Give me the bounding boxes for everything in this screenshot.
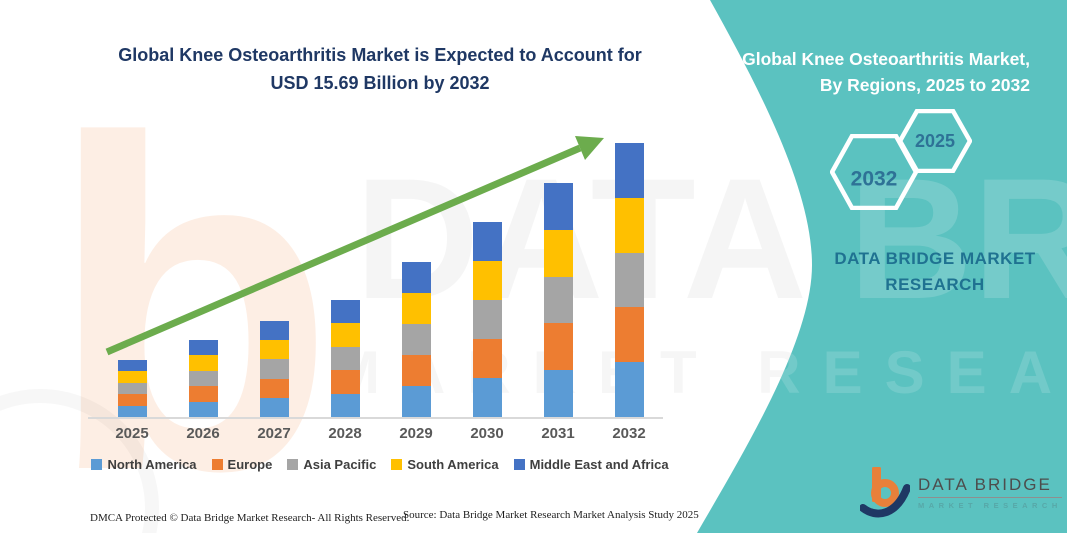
legend-item: Middle East and Africa bbox=[513, 457, 669, 472]
bar-segment bbox=[117, 382, 147, 394]
bar-segment bbox=[543, 183, 573, 230]
brand-name-line2: RESEARCH bbox=[885, 275, 985, 295]
stacked-bar-2026 bbox=[188, 340, 218, 417]
chart-legend: North America Europe Asia Pacific South Ame… bbox=[80, 457, 680, 472]
bar-segment bbox=[117, 405, 147, 417]
legend-label: Asia Pacific bbox=[303, 457, 377, 472]
bar-segment bbox=[330, 393, 360, 417]
hexagon-2032-outline bbox=[830, 134, 918, 210]
bar-segment bbox=[259, 397, 289, 417]
bar-segment bbox=[330, 323, 360, 347]
chart-title-line1: Global Knee Osteoarthritis Market is Exp… bbox=[118, 45, 642, 65]
data-bridge-logo-icon bbox=[860, 467, 910, 518]
bar-segment bbox=[401, 385, 431, 417]
bar-segment bbox=[401, 292, 431, 324]
bar-segment bbox=[188, 401, 218, 417]
legend-swatch bbox=[91, 459, 103, 470]
hexagon-2025-label: 2025 bbox=[915, 131, 955, 151]
bar-segment bbox=[543, 323, 573, 371]
data-bridge-logo: DATA BRIDGE MARKET RESEARCH bbox=[860, 464, 1062, 520]
brand-name-line1: DATA BRIDGE MARKET bbox=[834, 249, 1036, 268]
legend-swatch bbox=[391, 459, 403, 470]
legend-item: South America bbox=[391, 457, 499, 472]
x-axis-label: 2030 bbox=[470, 425, 504, 442]
chart-title-line2: USD 15.69 Billion by 2032 bbox=[270, 72, 490, 93]
stacked-bar-2030 bbox=[472, 221, 502, 417]
stacked-bar-2029 bbox=[401, 261, 431, 417]
bar-segment bbox=[188, 386, 218, 402]
bar-segment bbox=[330, 370, 360, 394]
x-axis-label: 2025 bbox=[115, 425, 149, 442]
side-panel-heading: Global Knee Osteoarthritis Market, By Re… bbox=[735, 46, 1030, 99]
hexagon-2025: 2025 bbox=[898, 109, 972, 173]
legend-item: Europe bbox=[211, 457, 273, 472]
bar-segment bbox=[472, 338, 502, 378]
teal-side-panel bbox=[697, 0, 1067, 533]
bar-segment bbox=[117, 394, 147, 406]
stacked-bar-2032 bbox=[614, 143, 644, 417]
source-note: Source: Data Bridge Market Research Mark… bbox=[403, 509, 699, 521]
x-axis-label: 2028 bbox=[328, 425, 362, 442]
legend-label: Europe bbox=[227, 457, 273, 472]
stacked-bar-2027 bbox=[259, 321, 289, 417]
plot-area bbox=[88, 125, 663, 419]
x-axis-labels: 2025 2026 2027 2028 2029 2030 2031 2032 bbox=[88, 425, 663, 447]
bar-segment bbox=[614, 362, 644, 417]
bar-segment bbox=[543, 370, 573, 417]
logo-subtitle: MARKET RESEARCH bbox=[918, 500, 1062, 510]
side-heading-line1: Global Knee Osteoarthritis Market, bbox=[742, 49, 1030, 69]
bar-segment bbox=[401, 261, 431, 293]
stacked-bar-2028 bbox=[330, 300, 360, 417]
stacked-bar-2031 bbox=[543, 183, 573, 417]
bar-segment bbox=[188, 355, 218, 371]
x-axis-label: 2026 bbox=[186, 425, 220, 442]
legend-item: Asia Pacific bbox=[287, 457, 376, 472]
legend-label: South America bbox=[407, 457, 499, 472]
bar-segment bbox=[472, 377, 502, 417]
x-axis-label: 2032 bbox=[612, 425, 646, 442]
bar-segment bbox=[330, 300, 360, 324]
bar-segment bbox=[117, 359, 147, 371]
hexagon-2025-outline bbox=[898, 109, 972, 173]
bar-segment bbox=[259, 321, 289, 341]
stacked-bar-2025 bbox=[117, 359, 147, 417]
x-axis-label: 2027 bbox=[257, 425, 291, 442]
bar-segment bbox=[330, 346, 360, 371]
legend-item: North America bbox=[91, 457, 197, 472]
x-axis-label: 2029 bbox=[399, 425, 433, 442]
legend-swatch bbox=[513, 459, 525, 470]
chart-title: Global Knee Osteoarthritis Market is Exp… bbox=[90, 42, 670, 98]
bar-segment bbox=[614, 197, 644, 253]
bar-segment bbox=[117, 371, 147, 383]
bar-segment bbox=[259, 340, 289, 360]
side-heading-line2: By Regions, 2025 to 2032 bbox=[819, 75, 1030, 96]
bar-segment bbox=[472, 260, 502, 300]
hexagon-2032-label: 2032 bbox=[851, 168, 898, 191]
legend-label: North America bbox=[107, 457, 197, 472]
legend-swatch bbox=[211, 459, 223, 470]
bar-segment bbox=[188, 340, 218, 356]
bar-segment bbox=[614, 143, 644, 198]
bar-segment bbox=[401, 323, 431, 355]
hexagon-2032: 2032 bbox=[830, 134, 918, 210]
bar-segment bbox=[472, 299, 502, 339]
legend-swatch bbox=[287, 459, 299, 470]
logo-title: DATA BRIDGE bbox=[918, 475, 1062, 498]
brand-name-text: DATA BRIDGE MARKET RESEARCH bbox=[800, 246, 1067, 299]
bar-segment bbox=[401, 354, 431, 386]
dmca-notice: DMCA Protected © Data Bridge Market Rese… bbox=[90, 512, 410, 524]
bar-segment bbox=[259, 359, 289, 379]
bar-segment bbox=[472, 221, 502, 261]
bar-segment bbox=[259, 378, 289, 398]
bar-segment bbox=[614, 252, 644, 308]
x-axis-label: 2031 bbox=[541, 425, 575, 442]
bar-segment bbox=[188, 370, 218, 387]
bar-segment bbox=[614, 307, 644, 363]
legend-label: Middle East and Africa bbox=[529, 457, 669, 472]
bar-segment bbox=[543, 229, 573, 277]
bar-segment bbox=[543, 276, 573, 324]
